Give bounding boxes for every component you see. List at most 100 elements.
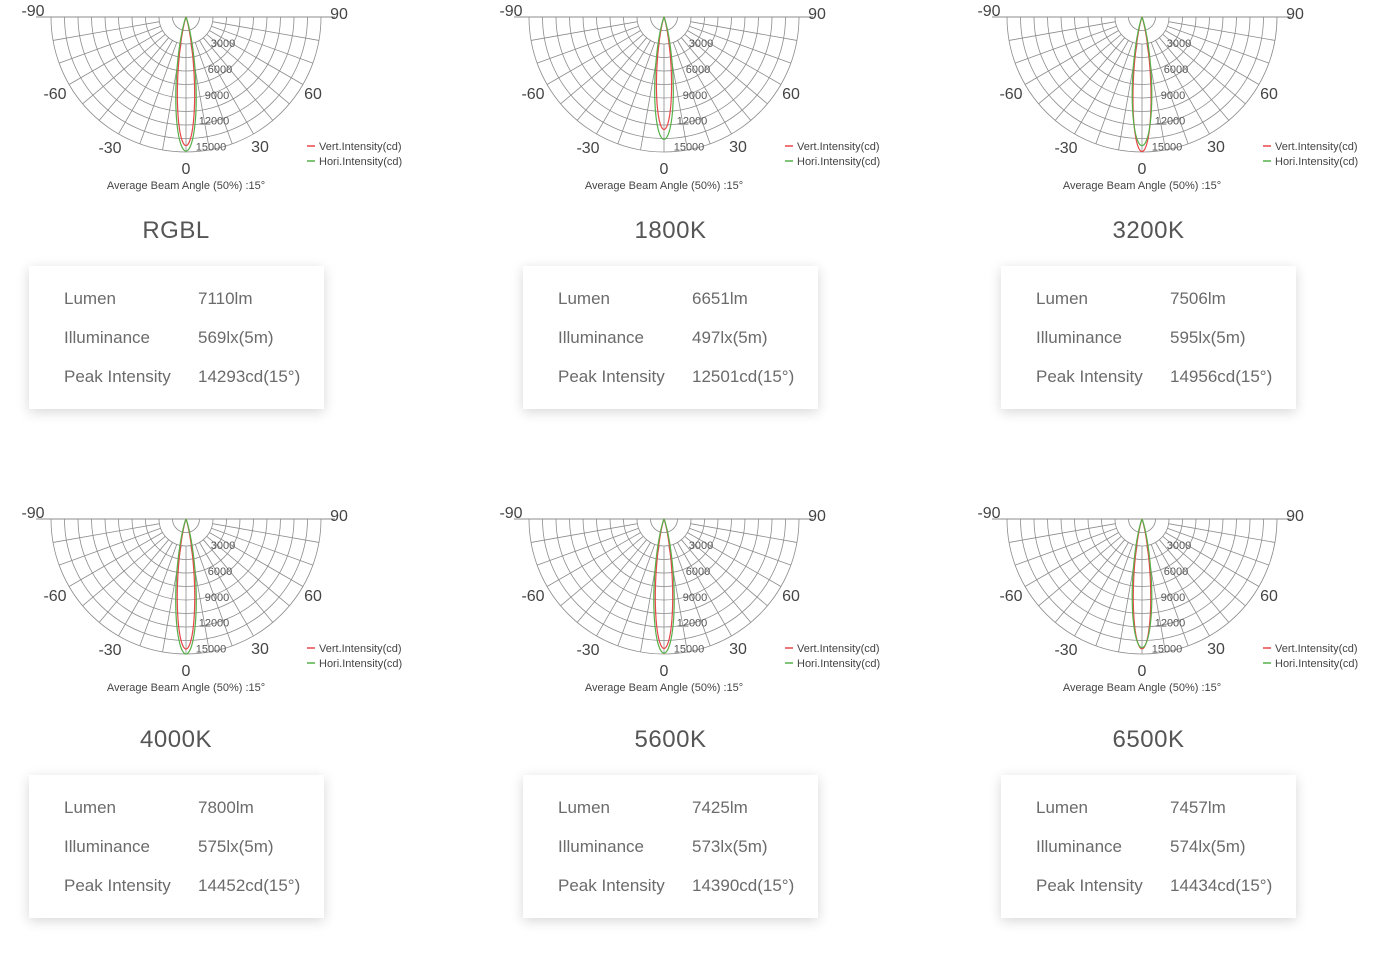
- spec-value: 14434cd(15°): [1170, 876, 1273, 895]
- spec-label: Illuminance: [64, 328, 150, 347]
- grid-spoke: [677, 40, 732, 135]
- grid-spoke: [687, 532, 782, 587]
- spec-row: Peak Intensity 14293cd(15°): [64, 367, 300, 387]
- grid-spoke: [530, 523, 638, 543]
- spec-label: Lumen: [1036, 289, 1088, 308]
- angle-label: 30: [729, 641, 747, 658]
- grid-spoke: [1038, 536, 1122, 607]
- angle-label: -90: [21, 505, 44, 522]
- spec-label: Peak Intensity: [558, 876, 665, 895]
- polar-chart: -90 -60 -30 0 30 60 90 3000 6000 9000 12000 15000 Ve…: [499, 505, 880, 694]
- lobe-horizontal: [654, 16, 674, 141]
- angle-label: 30: [1207, 139, 1225, 156]
- grid-spoke: [206, 34, 290, 105]
- spec-label: Lumen: [558, 289, 610, 308]
- radial-tick-label: 6000: [1164, 566, 1188, 578]
- radial-tick-label: 15000: [674, 142, 705, 154]
- angle-label: 60: [782, 86, 800, 103]
- grid-spoke: [689, 527, 791, 566]
- lobe-horizontal: [175, 16, 197, 152]
- grid-spoke: [139, 544, 178, 646]
- angle-label: 90: [808, 6, 826, 23]
- radial-tick-label: 3000: [211, 38, 235, 50]
- angle-label: -30: [98, 642, 121, 659]
- spec-row: Illuminance 573lx(5m): [558, 837, 768, 857]
- grid-spoke: [209, 30, 304, 85]
- spec-label: Lumen: [1036, 798, 1088, 817]
- grid-spoke: [681, 539, 752, 623]
- angle-label: 90: [1286, 6, 1304, 23]
- radial-tick-label: 9000: [205, 90, 229, 102]
- radial-tick-label: 6000: [686, 64, 710, 76]
- angle-label: -90: [977, 3, 1000, 20]
- legend-label: Hori.Intensity(cd): [1275, 156, 1358, 168]
- grid-spoke: [1074, 542, 1129, 637]
- grid-spoke: [52, 523, 160, 543]
- spec-label: Lumen: [558, 798, 610, 817]
- grid-spoke: [672, 42, 711, 144]
- angle-label: -60: [521, 86, 544, 103]
- grid-spoke: [681, 37, 752, 121]
- polar-chart: -90 -60 -30 0 30 60 90 3000 6000 9000 12000 15000 Ve…: [21, 505, 402, 694]
- grid-spoke: [194, 42, 233, 144]
- lobe-horizontal: [175, 518, 197, 655]
- angle-label: -90: [499, 3, 522, 20]
- spec-value: 573lx(5m): [692, 837, 768, 856]
- polar-chart: -90 -60 -30 0 30 60 90 3000 6000 9000 12000 15000 Ve…: [977, 3, 1358, 192]
- spec-row: Illuminance 569lx(5m): [64, 328, 274, 348]
- legend-label: Vert.Intensity(cd): [1275, 643, 1358, 655]
- grid-spoke: [1038, 34, 1122, 105]
- spec-value: 7110lm: [198, 289, 253, 308]
- spec-card: Lumen 7506lm Illuminance 595lx(5m) Peak Inte…: [1001, 266, 1296, 409]
- angle-label: -30: [98, 140, 121, 157]
- grid-spoke: [68, 532, 163, 587]
- angle-label: 60: [782, 588, 800, 605]
- grid-spoke: [684, 34, 768, 105]
- legend-label: Vert.Intensity(cd): [797, 141, 880, 153]
- angle-label: -60: [43, 86, 66, 103]
- angle-label: -30: [576, 642, 599, 659]
- grid-spoke: [1008, 523, 1116, 543]
- spec-row: Lumen 7506lm: [1036, 289, 1226, 309]
- radial-tick-label: 9000: [1161, 592, 1185, 604]
- spec-card: Lumen 7457lm Illuminance 574lx(5m) Peak Inte…: [1001, 775, 1296, 918]
- legend-label: Hori.Intensity(cd): [1275, 658, 1358, 670]
- radial-tick-label: 6000: [686, 566, 710, 578]
- spec-value: 6651lm: [692, 289, 748, 308]
- radial-tick-label: 12000: [1155, 618, 1186, 630]
- radial-tick-label: 15000: [1152, 644, 1183, 656]
- angle-label: -30: [576, 140, 599, 157]
- panel-5: -90 -60 -30 0 30 60 90 3000 6000 9000 12000 15000 Ve…: [956, 502, 1386, 962]
- radial-tick-label: 15000: [196, 644, 227, 656]
- spec-value: 7457lm: [1170, 798, 1226, 817]
- grid-spoke: [546, 532, 641, 587]
- lobe-horizontal: [1131, 16, 1153, 147]
- grid-spoke: [672, 544, 711, 646]
- radial-tick-label: 3000: [689, 38, 713, 50]
- grid-spoke: [82, 34, 166, 105]
- spec-value: 14390cd(15°): [692, 876, 795, 895]
- panel-3: -90 -60 -30 0 30 60 90 3000 6000 9000 12000 15000 Ve…: [0, 502, 430, 962]
- angle-label: -60: [521, 588, 544, 605]
- spec-row: Illuminance 497lx(5m): [558, 328, 768, 348]
- panel-4: -90 -60 -30 0 30 60 90 3000 6000 9000 12000 15000 Ve…: [478, 502, 908, 962]
- spec-label: Illuminance: [558, 837, 644, 856]
- spec-value: 7800lm: [198, 798, 254, 817]
- beam-angle-caption: Average Beam Angle (50%) :15°: [585, 682, 743, 694]
- spec-label: Lumen: [64, 289, 116, 308]
- beam-angle-caption: Average Beam Angle (50%) :15°: [585, 180, 743, 192]
- angle-label: 90: [808, 508, 826, 525]
- angle-label: 60: [304, 86, 322, 103]
- panel-title: 5600K: [634, 726, 707, 753]
- grid-spoke: [617, 42, 656, 144]
- panel-title: 3200K: [1112, 217, 1185, 244]
- grid-spoke: [546, 30, 641, 85]
- grid-spoke: [118, 40, 173, 135]
- grid-spoke: [211, 527, 313, 566]
- spec-card: Lumen 7425lm Illuminance 573lx(5m) Peak Inte…: [523, 775, 818, 918]
- grid-spoke: [690, 523, 798, 543]
- grid-spoke: [1150, 544, 1189, 646]
- legend-label: Vert.Intensity(cd): [319, 141, 402, 153]
- radial-tick-label: 9000: [683, 592, 707, 604]
- spec-value: 574lx(5m): [1170, 837, 1246, 856]
